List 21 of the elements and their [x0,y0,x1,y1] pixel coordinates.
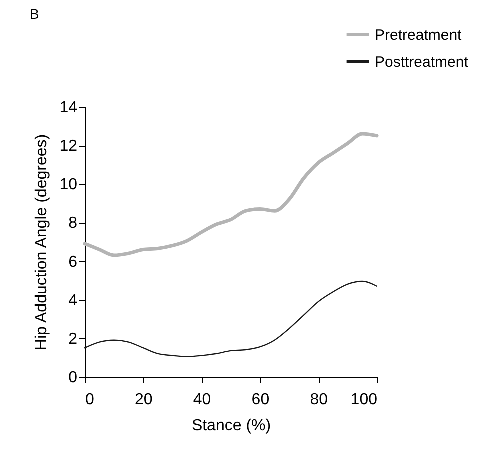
x-axis-title: Stance (%) [192,418,272,434]
x-tick-label: 20 [135,392,153,408]
legend-label: Posttreatment [375,54,470,71]
y-tick-label: 4 [68,292,78,310]
y-tick-label: 14 [60,100,78,116]
y-tick-label: 8 [68,215,78,232]
x-tick-label: 60 [252,392,270,408]
y-tick-label: 10 [60,176,78,194]
y-tick-label: 12 [60,138,78,156]
x-tick-label: 80 [310,392,328,408]
legend-label: Pretreatment [375,27,463,44]
y-tick-label: 6 [68,254,78,271]
y-tick-label: 2 [68,330,78,348]
y-tick-label: 0 [68,370,78,386]
chart-title: B [30,6,40,22]
line-series [84,280,378,358]
y-axis-title: Hip Adduction Angle (degrees) [34,134,51,351]
x-tick-label: 100 [350,392,378,408]
line-series [83,132,379,258]
x-tick-label: 40 [193,392,212,408]
x-tick-label: 0 [86,392,94,408]
